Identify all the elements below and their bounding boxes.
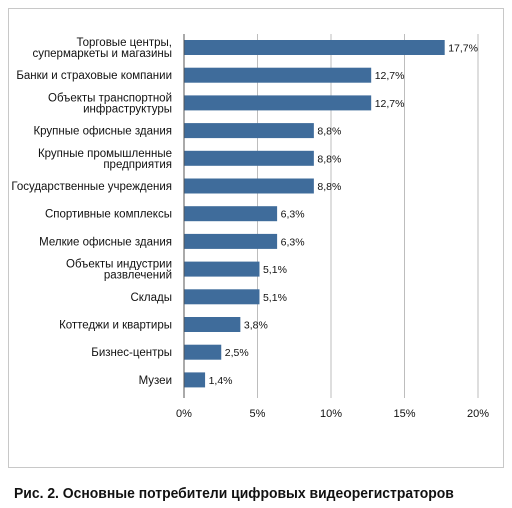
data-label: 12,7% [375, 98, 405, 110]
data-label: 6,3% [281, 209, 305, 221]
data-label: 8,8% [317, 181, 341, 193]
category-label: Объекты транспортной [48, 92, 172, 104]
category-label: развлечений [104, 270, 172, 282]
data-label: 8,8% [317, 153, 341, 165]
x-tick-label: 0% [176, 408, 192, 420]
bar [184, 261, 260, 277]
category-label: Спортивные комплексы [45, 209, 172, 221]
bar-chart: Торговые центры,супермаркеты и магазины Б… [11, 34, 489, 420]
category-label: Крупные промышленные [38, 148, 172, 160]
data-label: 6,3% [281, 236, 305, 248]
category-label: супермаркеты и магазины [32, 48, 172, 60]
bar [184, 317, 241, 332]
bar [184, 150, 314, 166]
data-label: 12,7% [375, 70, 405, 82]
bar [184, 95, 372, 111]
category-label: Государственные учреждения [11, 181, 172, 193]
bar [184, 289, 260, 305]
bar [184, 123, 314, 139]
category-label: инфраструктуры [83, 103, 172, 115]
category-label: Склады [130, 292, 172, 304]
category-labels: Торговые центры,супермаркеты и магазины Б… [11, 37, 172, 387]
value-labels: 17,7% 12,7% 12,7% 8,8% 8,8% 8,8% 6,3% 6,3% 5,1% 5… [209, 43, 478, 387]
x-tick-label: 15% [393, 408, 415, 420]
data-label: 17,7% [448, 43, 478, 55]
category-label: Музеи [139, 375, 172, 387]
category-label: Крупные офисные здания [33, 126, 172, 138]
category-label: Объекты индустрии [66, 259, 172, 271]
bar [184, 67, 372, 83]
bars-group [184, 40, 445, 388]
x-axis-ticks: 0% 5% 10% 15% 20% [176, 408, 489, 420]
category-label: Банки и страховые компании [16, 70, 172, 82]
bar [184, 344, 222, 360]
x-tick-label: 5% [250, 408, 266, 420]
data-label: 2,5% [225, 347, 249, 359]
bar [184, 178, 314, 194]
data-label: 5,1% [263, 264, 287, 276]
x-tick-label: 10% [320, 408, 342, 420]
data-label: 3,8% [244, 320, 268, 332]
data-label: 8,8% [317, 126, 341, 138]
data-label: 5,1% [263, 292, 287, 304]
category-label: Бизнес-центры [91, 347, 172, 359]
bar [184, 40, 445, 55]
category-label: Торговые центры, [76, 37, 172, 49]
bar [184, 233, 278, 249]
data-label: 1,4% [209, 375, 233, 387]
category-label: Мелкие офисные здания [39, 236, 172, 248]
bar [184, 372, 206, 388]
x-tick-label: 20% [467, 408, 489, 420]
figure-caption: Рис. 2. Основные потребители цифровых ви… [14, 486, 454, 502]
bar [184, 206, 278, 222]
category-label: Коттеджи и квартиры [59, 320, 172, 332]
category-label: предприятия [103, 159, 172, 171]
